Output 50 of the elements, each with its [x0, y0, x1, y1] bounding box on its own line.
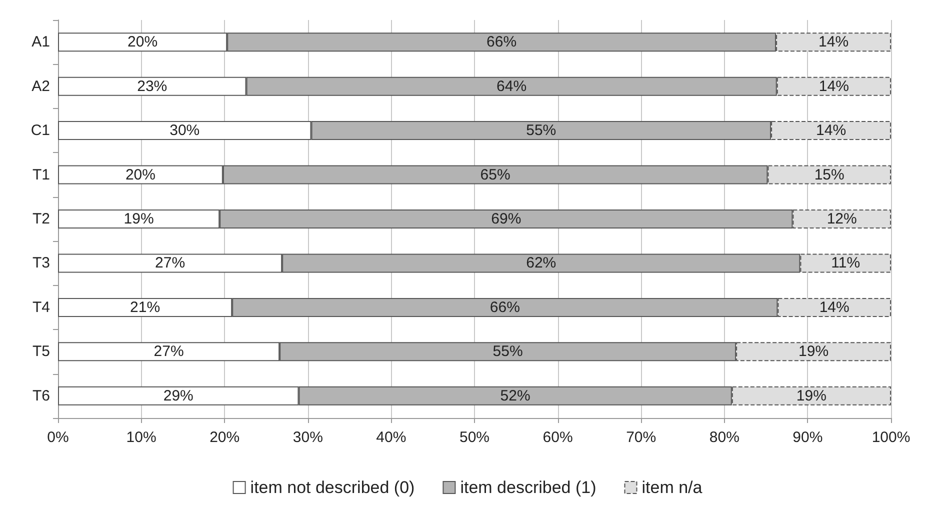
data-label: 14%: [816, 122, 846, 140]
data-label: 66%: [486, 34, 517, 51]
x-tick-label: 100%: [872, 429, 910, 446]
x-tick-label: 30%: [292, 429, 323, 446]
x-tick-label: 70%: [626, 429, 656, 446]
data-label: 69%: [491, 210, 522, 228]
data-label: 55%: [526, 122, 556, 140]
x-tick-label: 50%: [459, 429, 490, 446]
y-tick-label: C1: [30, 122, 50, 140]
data-label: 14%: [818, 78, 849, 95]
y-tick-label: A2: [32, 78, 50, 95]
y-tick-label: A1: [32, 34, 50, 51]
data-label: 27%: [154, 343, 184, 360]
x-tick-label: 60%: [542, 429, 573, 446]
x-tick-label: 40%: [376, 429, 406, 446]
y-tick-label: T1: [32, 166, 50, 184]
legend-label: item not described (0): [250, 478, 415, 497]
data-label: 11%: [831, 254, 860, 272]
data-label: 29%: [163, 387, 194, 404]
data-label: 30%: [170, 122, 200, 140]
x-tick-label: 80%: [709, 429, 740, 446]
y-tick-label: T6: [32, 387, 50, 404]
data-label: 20%: [125, 166, 156, 184]
legend-label: item described (1): [460, 478, 596, 497]
data-label: 14%: [819, 298, 850, 316]
data-label: 55%: [492, 343, 523, 360]
x-tick-label: 10%: [126, 429, 156, 446]
data-label: 66%: [490, 298, 520, 316]
x-tick-label: 20%: [210, 429, 240, 446]
data-label: 19%: [124, 210, 154, 228]
x-tick-label: 0%: [47, 429, 69, 446]
data-label: 65%: [480, 166, 510, 184]
legend-label: item n/a: [642, 478, 703, 497]
y-tick-label: T3: [32, 254, 50, 272]
y-tick-label: T2: [32, 210, 50, 228]
data-label: 15%: [814, 166, 844, 184]
data-label: 20%: [128, 34, 158, 51]
data-label: 62%: [526, 254, 556, 272]
x-tick-label: 90%: [792, 429, 823, 446]
data-label: 52%: [500, 387, 530, 404]
y-tick-label: T5: [32, 343, 50, 360]
data-label: 64%: [496, 78, 527, 95]
data-label: 19%: [796, 387, 826, 404]
data-label: 23%: [137, 78, 168, 95]
data-label: 27%: [155, 254, 186, 272]
data-label: 12%: [826, 210, 857, 228]
data-label: 14%: [818, 34, 849, 51]
data-label: 19%: [798, 343, 829, 360]
data-label: 21%: [130, 298, 160, 316]
y-tick-label: T4: [32, 298, 50, 316]
